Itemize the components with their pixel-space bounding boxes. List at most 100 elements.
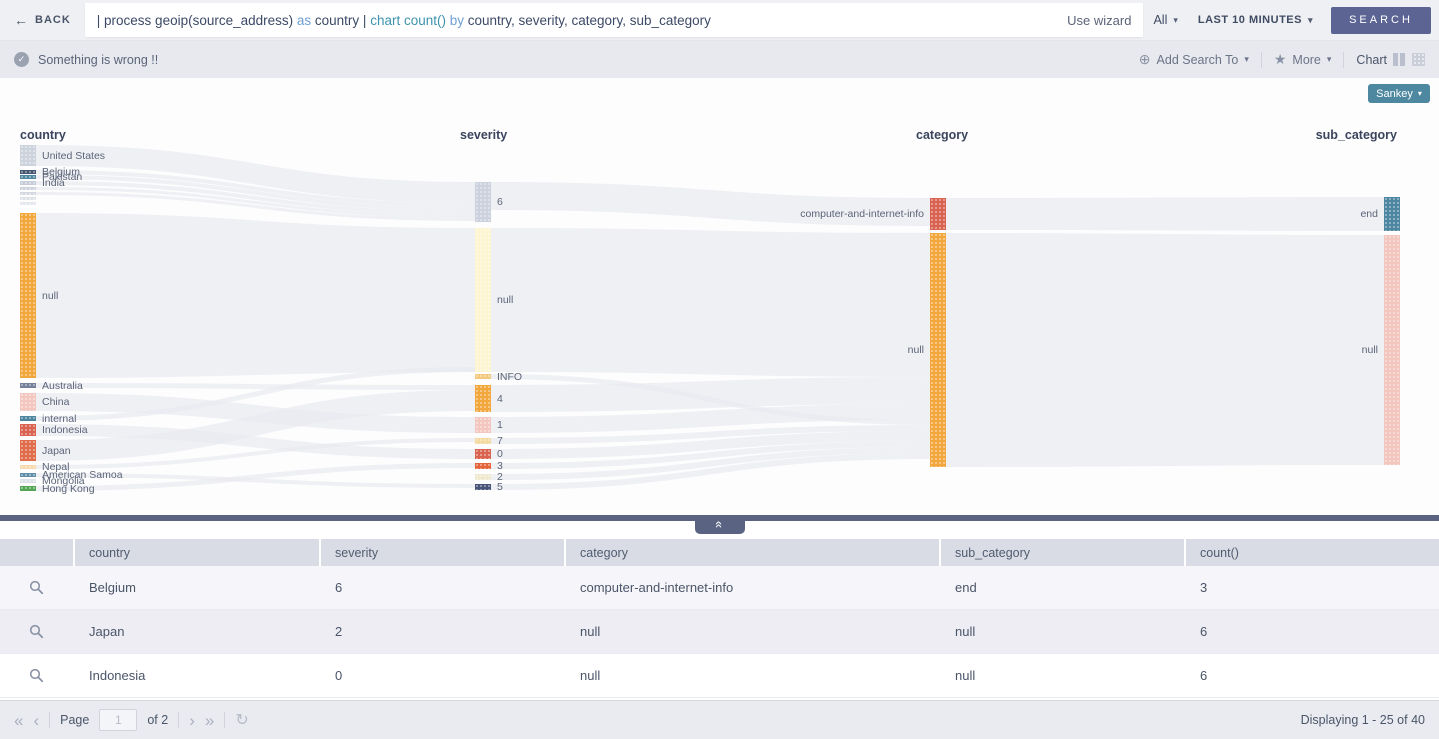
search-query-text[interactable]: | process geoip(source_address) as count… [97, 13, 1055, 28]
sankey-node[interactable] [475, 385, 491, 412]
sankey-node[interactable] [475, 417, 491, 433]
sankey-node-label: internal [42, 412, 77, 425]
sankey-node[interactable] [20, 440, 36, 461]
sankey-link [36, 438, 475, 469]
sankey-node[interactable] [475, 463, 491, 469]
panel-divider[interactable]: « [0, 515, 1439, 534]
columns-view-icon[interactable] [1393, 53, 1406, 66]
collapse-panel-handle[interactable]: « [695, 515, 745, 534]
grid-view-icon[interactable] [1412, 53, 1425, 66]
sankey-node[interactable] [475, 182, 491, 222]
table-header-cell[interactable]: country [75, 539, 319, 566]
sankey-node[interactable] [930, 198, 946, 230]
table-cell: 6 [1200, 624, 1208, 639]
sankey-node[interactable] [930, 233, 946, 467]
last-page-button[interactable]: » [204, 710, 215, 730]
previous-page-button[interactable]: ‹ [33, 710, 40, 730]
sankey-node[interactable] [475, 474, 491, 480]
sankey-node-label: 5 [497, 481, 503, 493]
next-page-button[interactable]: › [189, 710, 195, 730]
table-header-cell[interactable]: severity [321, 539, 564, 566]
scope-value: All [1153, 13, 1168, 27]
results-toolbar: ✓ Something is wrong !! ⊕ Add Search To … [0, 41, 1439, 78]
sankey-node[interactable] [20, 416, 36, 421]
search-name-label: Something is wrong !! [38, 52, 159, 67]
sankey-node[interactable] [20, 213, 36, 378]
table-header-cell[interactable]: sub_category [941, 539, 1184, 566]
sankey-node[interactable] [475, 484, 491, 490]
sankey-node-label: computer-and-internet-info [800, 208, 924, 220]
sankey-link [36, 181, 475, 215]
sankey-node[interactable] [20, 486, 36, 491]
sankey-node[interactable] [20, 181, 36, 185]
table-header-cell[interactable]: category [566, 539, 939, 566]
scope-dropdown[interactable]: All ▾ [1143, 13, 1187, 27]
chevron-down-icon: ▾ [1173, 14, 1178, 25]
sankey-node[interactable] [1384, 235, 1400, 465]
sankey-node-label: Australia [42, 379, 83, 392]
sankey-node[interactable] [20, 197, 36, 200]
sankey-node-label: United States [42, 149, 106, 162]
displaying-count-label: Displaying 1 - 25 of 40 [1300, 713, 1425, 727]
search-header: ← BACK | process geoip(source_address) a… [0, 0, 1439, 41]
use-wizard-link[interactable]: Use wizard [1067, 12, 1132, 28]
sankey-node[interactable] [20, 175, 36, 179]
query-segment: | process geoip(source_address) [96, 12, 297, 28]
chart-label: Chart [1356, 52, 1387, 67]
sankey-node[interactable] [20, 465, 36, 469]
sankey-node[interactable] [1384, 197, 1400, 231]
sankey-node-label: 2 [497, 471, 503, 483]
table-row[interactable]: Japan 2 null null 6 [0, 610, 1439, 654]
page-number-input[interactable] [99, 709, 138, 731]
sankey-node-label: India [42, 177, 65, 189]
sankey-node-label: 3 [497, 460, 503, 472]
table-row[interactable]: Belgium 6 computer-and-internet-info end 3 [0, 566, 1439, 610]
sankey-node[interactable] [20, 202, 36, 205]
sankey-node[interactable] [20, 479, 36, 483]
more-menu[interactable]: ★ More ▾ [1274, 51, 1332, 68]
sankey-node-label: INFO [497, 370, 523, 383]
sankey-node[interactable] [475, 438, 491, 444]
sankey-link [36, 424, 475, 459]
time-range-dropdown[interactable]: LAST 10 MINUTES ▾ [1188, 14, 1323, 26]
row-inspect-magnifier-icon[interactable] [0, 566, 73, 609]
row-inspect-magnifier-icon[interactable] [0, 654, 73, 697]
sankey-node[interactable] [475, 449, 491, 459]
add-search-to-menu[interactable]: ⊕ Add Search To ▾ [1139, 51, 1249, 68]
back-arrow-icon: ← [14, 12, 29, 28]
sankey-node[interactable] [20, 145, 36, 166]
table-cell: null [955, 668, 976, 683]
sankey-node[interactable] [20, 393, 36, 411]
column-header-category: category [916, 128, 969, 142]
sankey-node[interactable] [20, 192, 36, 195]
sankey-node[interactable] [20, 424, 36, 436]
pagination-bar: « ‹ Page of 2 › » ↻ Displaying 1 - 25 of… [0, 700, 1439, 739]
sankey-link [491, 441, 930, 469]
circle-plus-icon: ⊕ [1138, 51, 1151, 67]
sankey-links-layer [36, 145, 1384, 491]
row-inspect-magnifier-icon[interactable] [0, 610, 73, 653]
query-input[interactable]: | process geoip(source_address) as count… [84, 3, 1144, 37]
table-row[interactable]: Indonesia 0 null null 6 [0, 654, 1439, 698]
search-button[interactable]: SEARCH [1331, 6, 1431, 34]
time-range-value: LAST 10 MINUTES [1197, 14, 1302, 26]
more-label: More [1292, 52, 1321, 67]
table-cell: end [955, 580, 977, 595]
table-header-cell[interactable]: count() [1186, 539, 1439, 566]
sankey-node[interactable] [20, 187, 36, 190]
sankey-node[interactable] [20, 170, 36, 174]
first-page-button[interactable]: « [14, 710, 24, 730]
results-table: country severity category sub_category count… [0, 539, 1439, 698]
sankey-node-label: 1 [497, 419, 503, 431]
sankey-node[interactable] [20, 383, 36, 388]
sankey-node[interactable] [475, 374, 491, 379]
sankey-node[interactable] [20, 473, 36, 477]
back-label: BACK [35, 14, 71, 26]
sankey-node-label: Nepal [42, 461, 70, 473]
sankey-link [491, 228, 930, 377]
sankey-node[interactable] [475, 228, 491, 372]
table-cell: null [955, 624, 976, 639]
back-button[interactable]: ← BACK [0, 12, 85, 28]
chart-type-dropdown[interactable]: Sankey ▾ [1368, 84, 1430, 103]
refresh-icon[interactable]: ↻ [235, 712, 249, 729]
